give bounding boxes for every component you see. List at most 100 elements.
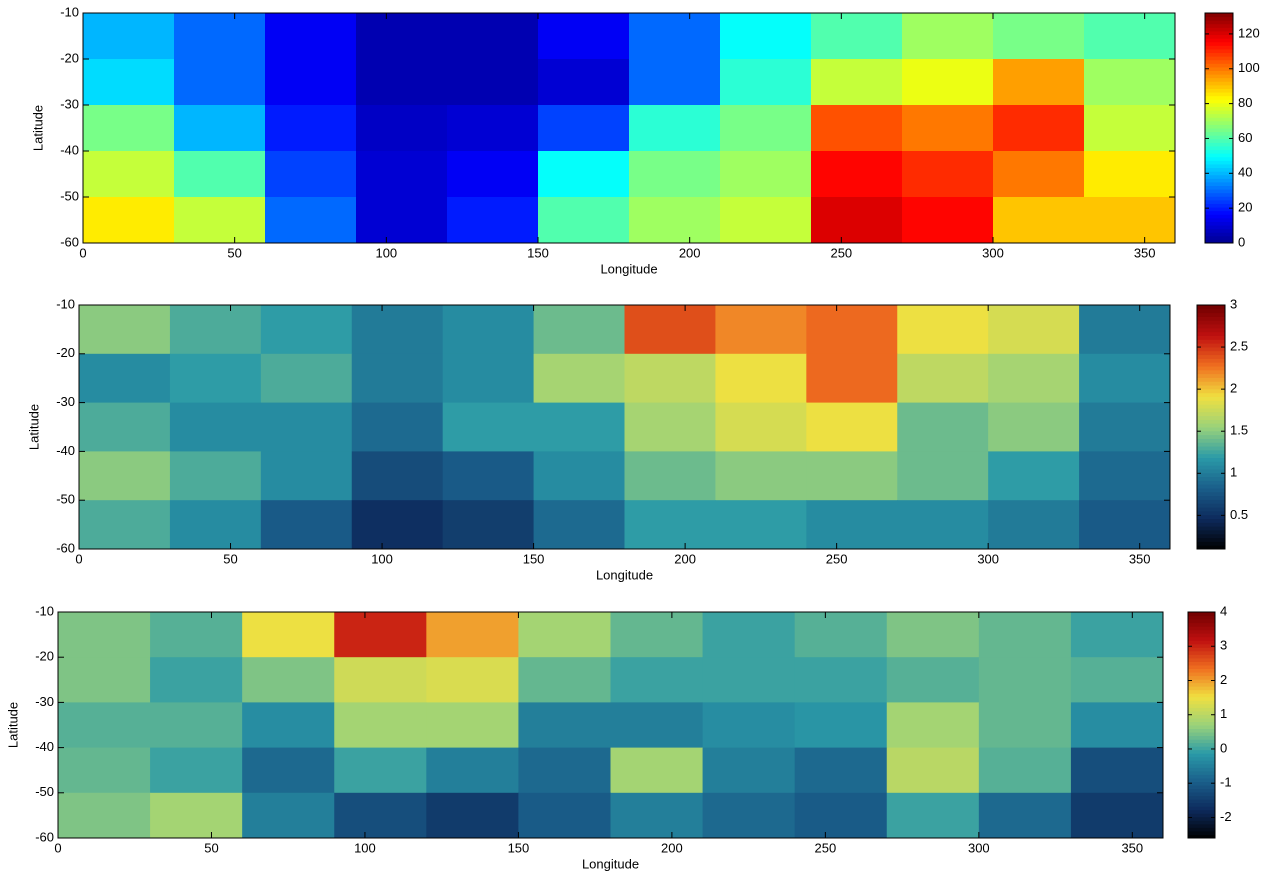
colorbar-swatch [1205,99,1233,104]
heat-cell [610,657,704,703]
colorbar-tick-label: 2 [1230,381,1237,396]
x-tick-label: 50 [204,840,218,855]
colorbar-swatch [1197,354,1225,359]
x-tick-label: 100 [375,245,397,260]
heat-cell [351,305,444,355]
colorbar-swatch [1188,834,1215,839]
colorbar-swatch [1188,795,1215,800]
colorbar-swatch [1197,438,1225,443]
heat-cell [993,13,1085,60]
colorbar-swatch [1197,392,1225,397]
colorbar-swatch [1188,629,1215,634]
colorbar-swatch [1188,654,1215,659]
colorbar-swatch [1205,120,1233,125]
x-axis-label: Longitude [596,567,653,582]
heat-cell [715,402,807,452]
heat-cell [169,451,262,501]
colorbar-swatch [1197,514,1225,519]
colorbar-swatch [1205,160,1233,165]
colorbar-swatch [1205,149,1233,154]
colorbar-swatch [1205,52,1233,57]
colorbar-tick-label: 3 [1230,296,1237,311]
heat-cell [886,612,980,658]
colorbar-swatch [1197,526,1225,531]
colorbar-swatch [1188,777,1215,782]
colorbar-swatch [1205,13,1233,18]
heat-cell [83,59,175,106]
x-tick-label: 100 [371,551,393,566]
colorbar-swatch [1205,228,1233,233]
colorbar-tick-label: 1.5 [1230,423,1248,438]
colorbar-swatch [1188,721,1215,726]
x-tick-label: 350 [1134,245,1156,260]
heat-cell [442,451,535,501]
heat-cell [993,197,1085,244]
colorbar-swatch [1197,331,1225,336]
heat-cell [265,197,357,244]
colorbar-swatch [1188,739,1215,744]
colorbar-swatch [1205,23,1233,28]
y-tick-label: -20 [56,345,75,360]
heat-cell [426,792,519,839]
heat-cell [356,197,448,244]
colorbar-tick-label: 120 [1238,25,1260,40]
colorbar-tick-label: 0.5 [1230,507,1248,522]
colorbar-swatch [1188,717,1215,722]
heat-cell [702,747,796,794]
heat-cell [1084,105,1176,152]
colorbar-swatch [1205,66,1233,71]
heat-cell [169,353,262,404]
heat-cell [58,612,151,658]
colorbar-swatch [1197,316,1225,321]
heat-cell [794,747,888,794]
heat-cell [1070,612,1164,658]
heat-cell [518,702,611,749]
colorbar-swatch [1188,749,1215,754]
colorbar-swatch [1205,189,1233,194]
colorbar-swatch [1197,388,1225,394]
colorbar-swatch [1188,760,1215,765]
colorbar-swatch [1188,735,1215,740]
colorbar-swatch [1205,156,1233,161]
heat-cell [988,402,1080,452]
colorbar-swatch [1197,453,1225,458]
colorbar-swatch [1197,457,1225,462]
colorbar-swatch [1197,503,1225,508]
colorbar-swatch [1188,700,1215,705]
x-tick-label: 300 [982,245,1004,260]
heat-cell [79,402,171,452]
heat-cell [242,702,335,749]
colorbar-swatch [1205,81,1233,86]
colorbar-swatch [1205,95,1233,100]
x-tick-label: 350 [1129,551,1151,566]
heat-cell [624,402,716,452]
colorbar-swatch [1197,488,1225,493]
colorbar-swatch [1205,30,1233,36]
heat-cell [610,702,704,749]
heat-cell [533,305,625,355]
x-tick-label: 250 [826,551,848,566]
heat-cell [260,500,353,550]
colorbar-swatch [1205,84,1233,89]
heat-cell [150,657,243,703]
colorbar-swatch [1205,48,1233,54]
heat-cell [150,702,243,749]
heat-cell [79,500,171,550]
colorbar-swatch [1188,707,1215,712]
heat-cell [150,792,243,839]
colorbar-swatch [1188,742,1215,747]
colorbar-swatch [1188,664,1215,669]
heat-cell [902,105,994,152]
heat-cell [988,305,1080,355]
colorbar-swatch [1197,533,1225,539]
colorbar-swatch [1205,138,1233,143]
colorbar-swatch [1205,77,1233,82]
colorbar-swatch [1205,181,1233,186]
heat-cell [533,451,625,501]
colorbar-swatch [1197,507,1225,512]
heat-cell [624,451,716,501]
heat-cell [897,305,989,355]
heat-cell [426,612,519,658]
heat-cell [1084,13,1176,60]
heat-cell [533,353,625,404]
